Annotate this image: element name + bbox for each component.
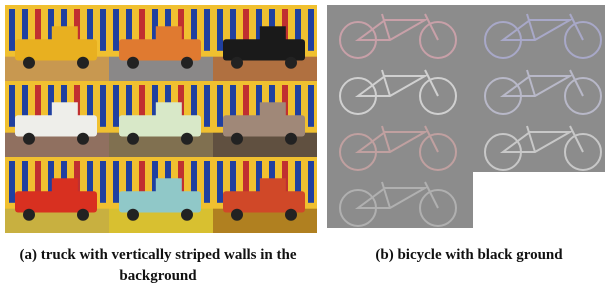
truck-image — [109, 5, 213, 81]
truck-cab — [156, 178, 182, 195]
truck-image — [5, 5, 109, 81]
wall-stripe — [217, 161, 223, 203]
figure: (a) truck with vertically striped walls … — [0, 0, 610, 284]
caption-b: (b) bicycle with black ground — [330, 245, 608, 266]
truck-cab — [260, 178, 286, 195]
wall-stripe — [204, 85, 210, 127]
wheel — [285, 57, 297, 69]
truck-cab — [52, 178, 78, 195]
wheel — [231, 57, 243, 69]
truck-cab — [260, 26, 286, 43]
wall-stripe — [308, 9, 314, 51]
wheel — [285, 133, 297, 145]
wheel — [23, 57, 35, 69]
wheel — [127, 209, 139, 221]
wheel — [231, 209, 243, 221]
wall-stripe — [9, 85, 15, 127]
wall-stripe — [204, 161, 210, 203]
truck-cab — [52, 26, 78, 43]
wall-stripe — [204, 9, 210, 51]
wheel — [285, 209, 297, 221]
wheel — [181, 133, 193, 145]
truck-cab — [156, 26, 182, 43]
truck-image — [109, 157, 213, 233]
truck-image — [5, 157, 109, 233]
wheel — [23, 133, 35, 145]
wall-stripe — [9, 161, 15, 203]
wheel — [127, 57, 139, 69]
truck-cab — [52, 102, 78, 119]
wall-stripe — [308, 85, 314, 127]
truck-cab — [156, 102, 182, 119]
wall-stripe — [217, 85, 223, 127]
truck-image — [213, 81, 317, 157]
wall-stripe — [9, 9, 15, 51]
truck-image — [109, 81, 213, 157]
wheel — [77, 57, 89, 69]
truck-image — [213, 157, 317, 233]
truck-cab — [260, 102, 286, 119]
wall-stripe — [308, 161, 314, 203]
image-panels — [0, 0, 610, 240]
blank-area — [473, 172, 605, 228]
truck-image — [213, 5, 317, 81]
wheel — [77, 133, 89, 145]
wheel — [127, 133, 139, 145]
wall-stripe — [217, 9, 223, 51]
wall-stripe — [113, 9, 119, 51]
truck-image — [5, 81, 109, 157]
wall-stripe — [100, 85, 106, 127]
wall-stripe — [100, 9, 106, 51]
wall-stripe — [113, 85, 119, 127]
wheel — [181, 209, 193, 221]
wall-stripe — [113, 161, 119, 203]
wheel — [181, 57, 193, 69]
wheel — [231, 133, 243, 145]
caption-a: (a) truck with vertically striped walls … — [2, 245, 314, 284]
wheel — [77, 209, 89, 221]
wheel — [23, 209, 35, 221]
wall-stripe — [100, 161, 106, 203]
